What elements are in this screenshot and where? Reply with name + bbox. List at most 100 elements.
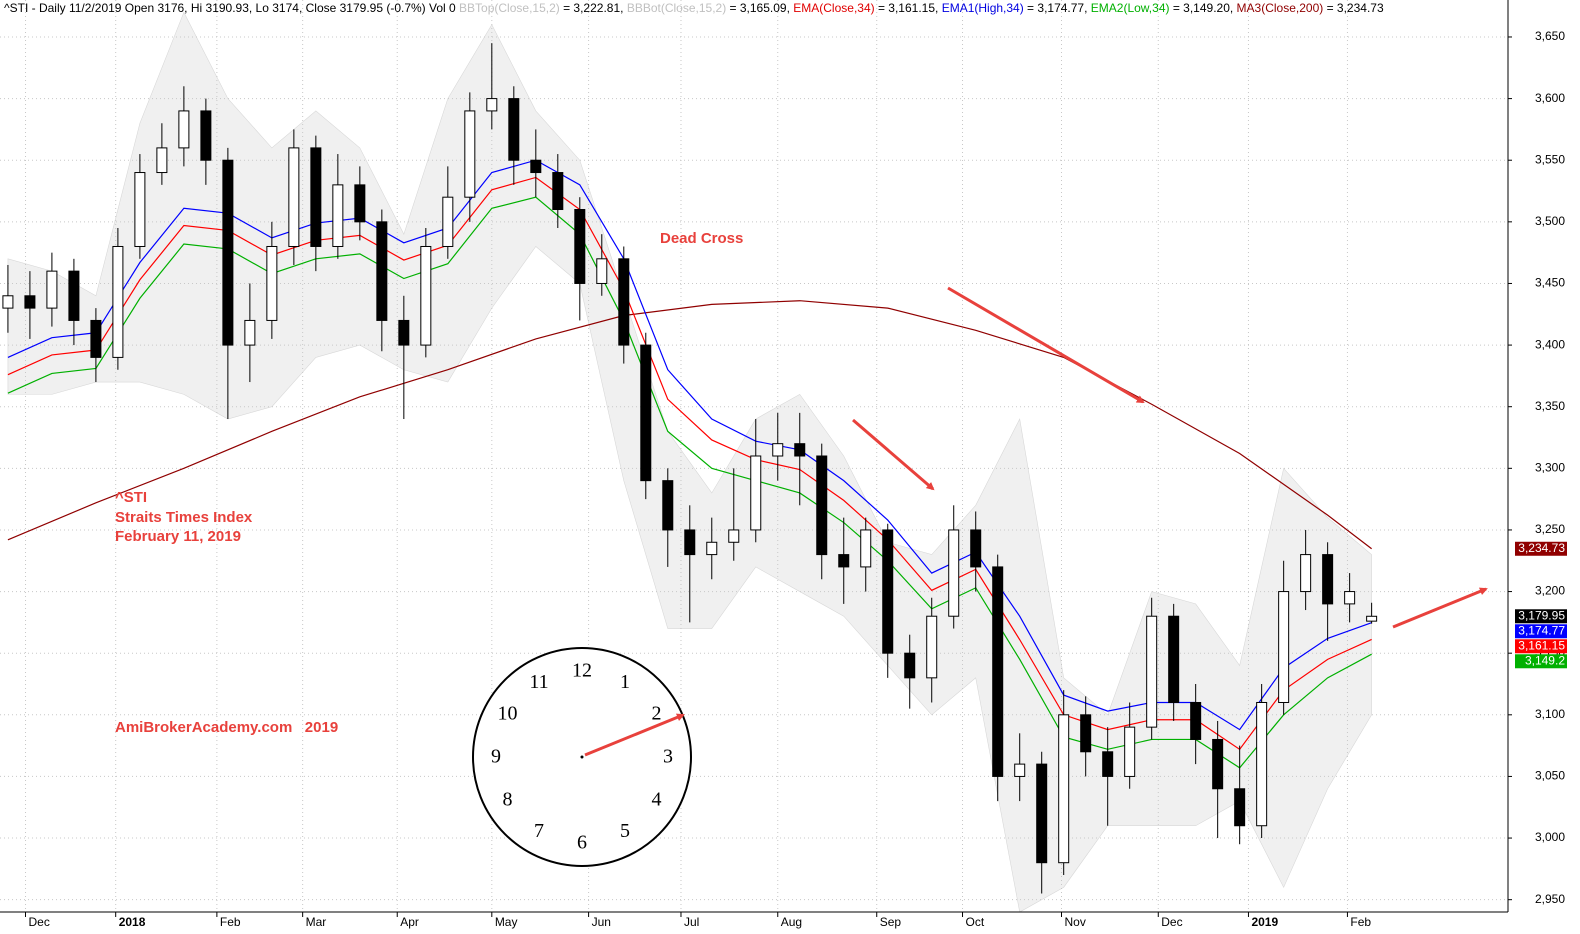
candle-body	[156, 147, 168, 174]
candle-body	[1102, 751, 1114, 777]
candle-body	[1124, 726, 1136, 777]
candle-body	[1256, 701, 1268, 827]
header-part: = 3,149.20,	[1169, 1, 1236, 15]
candle-body	[706, 541, 718, 556]
x-tick-label: May	[495, 915, 518, 929]
header-part: EMA1(High,34)	[942, 1, 1024, 15]
header-part: EMA(Close,34)	[793, 1, 874, 15]
y-tick-label: 3,050	[1535, 769, 1565, 783]
candle-body	[662, 480, 674, 531]
header-part: BBTop(Close,15,2)	[459, 1, 560, 15]
header-part: BBBot(Close,15,2)	[627, 1, 726, 15]
candle-body	[684, 529, 696, 556]
x-tick-label: Jul	[684, 915, 699, 929]
candle-body	[1080, 714, 1092, 753]
candle-body	[376, 221, 388, 321]
candle-body	[904, 652, 916, 679]
clock-number: 4	[651, 789, 661, 811]
candle-body	[508, 98, 520, 161]
x-tick-label: Aug	[781, 915, 802, 929]
candle-body	[90, 319, 102, 358]
annotation: February 11, 2019	[115, 528, 241, 545]
x-tick-label: Dec	[29, 915, 50, 929]
candle-body	[398, 319, 410, 346]
last-value-label: 3,234.73	[1518, 541, 1565, 555]
last-value-label: 3,149.2	[1525, 653, 1565, 667]
candle-body	[728, 529, 740, 543]
last-value-box	[1515, 541, 1567, 556]
band-layer	[7, 11, 1372, 913]
header-part: EMA2(Low,34)	[1091, 1, 1170, 15]
candle-body	[816, 455, 828, 556]
x-tick-label: 2019	[1251, 915, 1278, 929]
header: ^STI - Daily 11/2/2019 Open 3176, Hi 319…	[4, 1, 1384, 15]
clock-number: 8	[503, 789, 513, 811]
y-tick-label: 3,550	[1535, 152, 1565, 166]
y-tick-label: 3,450	[1535, 276, 1565, 290]
candle-body	[1190, 701, 1202, 740]
y-tick-label: 3,600	[1535, 91, 1565, 105]
candle-body	[1014, 763, 1026, 777]
candle-body	[882, 529, 894, 654]
header-part: = 3,165.09,	[726, 1, 793, 15]
candle-body	[1278, 591, 1290, 703]
y-tick-label: 3,200	[1535, 584, 1565, 598]
clock-number: 10	[498, 703, 518, 725]
candle-body	[134, 172, 146, 247]
clock-number: 6	[577, 832, 587, 854]
candle-body	[1366, 615, 1378, 622]
clock-number: 9	[491, 746, 501, 768]
candle-body	[1146, 615, 1158, 728]
last-value-label: 3,161.15	[1518, 638, 1565, 652]
annotation: ^STI	[115, 489, 147, 506]
clock-number: 7	[534, 820, 544, 842]
candle-body	[772, 443, 784, 457]
header-part: MA3(Close,200)	[1237, 1, 1324, 15]
candle-body	[992, 566, 1004, 777]
x-tick-label: Oct	[966, 915, 985, 929]
candle-body	[552, 172, 564, 211]
y-tick-label: 3,300	[1535, 460, 1565, 474]
x-tick-label: Nov	[1064, 915, 1085, 929]
header-part: = 3,222.81,	[560, 1, 627, 15]
candle-body	[640, 344, 652, 482]
candle-body	[970, 529, 982, 568]
trend-arrow	[852, 418, 935, 491]
line-layer	[7, 159, 1372, 769]
candle-body	[596, 258, 608, 284]
annotation: Straits Times Index	[115, 509, 253, 526]
y-tick-label: 3,400	[1535, 337, 1565, 351]
x-tick-label: Apr	[400, 915, 419, 929]
clock-hand	[584, 713, 685, 757]
candle-body	[1058, 714, 1070, 864]
candle-body	[46, 270, 58, 309]
candle-body	[332, 184, 344, 247]
annotation: AmiBrokerAcademy.com 2019	[115, 719, 338, 736]
candle-body	[442, 196, 454, 247]
clock-number: 3	[663, 746, 673, 768]
candle-body	[926, 615, 938, 679]
clock-number: 12	[572, 660, 592, 682]
x-tick-label: Dec	[1161, 915, 1182, 929]
header-part: = 3,234.73	[1323, 1, 1384, 15]
clock-number: 1	[620, 671, 630, 693]
candle-body	[1300, 554, 1312, 593]
bollinger-band	[7, 11, 1372, 913]
indicator-line	[7, 176, 1372, 751]
x-tick-label: Sep	[880, 915, 902, 929]
candle-body	[1168, 615, 1180, 703]
candle-body	[794, 443, 806, 457]
indicator-line	[7, 196, 1372, 769]
last-value-label: 3,174.77	[1518, 623, 1565, 637]
x-tick-label: Feb	[220, 915, 241, 929]
y-tick-label: 3,500	[1535, 214, 1565, 228]
trend-arrow	[1392, 587, 1488, 629]
candle-body	[244, 319, 256, 346]
x-tick-label: 2018	[119, 915, 146, 929]
y-tick-label: 3,250	[1535, 522, 1565, 536]
annotation: Dead Cross	[660, 230, 743, 247]
candle-body	[222, 159, 234, 346]
